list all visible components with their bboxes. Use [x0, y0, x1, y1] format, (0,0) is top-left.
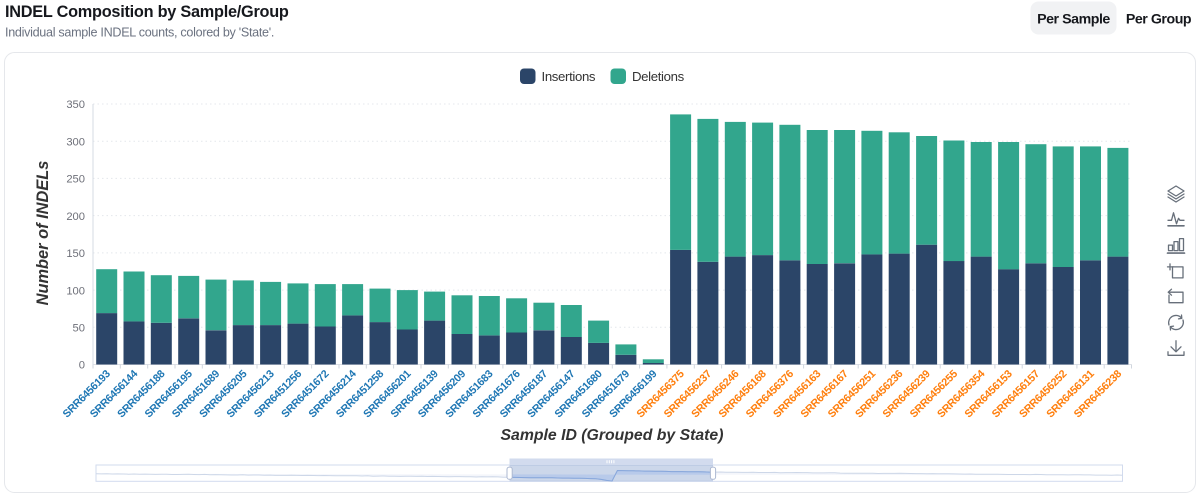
svg-text:350: 350 [66, 99, 85, 111]
svg-text:300: 300 [66, 136, 85, 148]
svg-text:Per Group: Per Group [1126, 12, 1192, 28]
svg-text:Individual sample INDEL counts: Individual sample INDEL counts, colored … [5, 26, 274, 40]
svg-text:100: 100 [66, 285, 85, 297]
svg-text:Insertions: Insertions [542, 69, 596, 84]
svg-text:150: 150 [66, 248, 85, 260]
svg-text:50: 50 [73, 323, 85, 335]
svg-text:200: 200 [66, 211, 85, 223]
svg-text:INDEL Composition by Sample/Gr: INDEL Composition by Sample/Group [5, 3, 289, 21]
svg-text:250: 250 [66, 174, 85, 186]
svg-text:Per Sample: Per Sample [1037, 12, 1110, 28]
svg-text:Sample ID (Grouped by State): Sample ID (Grouped by State) [501, 427, 724, 444]
svg-text:0: 0 [79, 360, 85, 372]
svg-text:Deletions: Deletions [632, 69, 685, 84]
svg-text:Number of INDELs: Number of INDELs [34, 161, 52, 306]
